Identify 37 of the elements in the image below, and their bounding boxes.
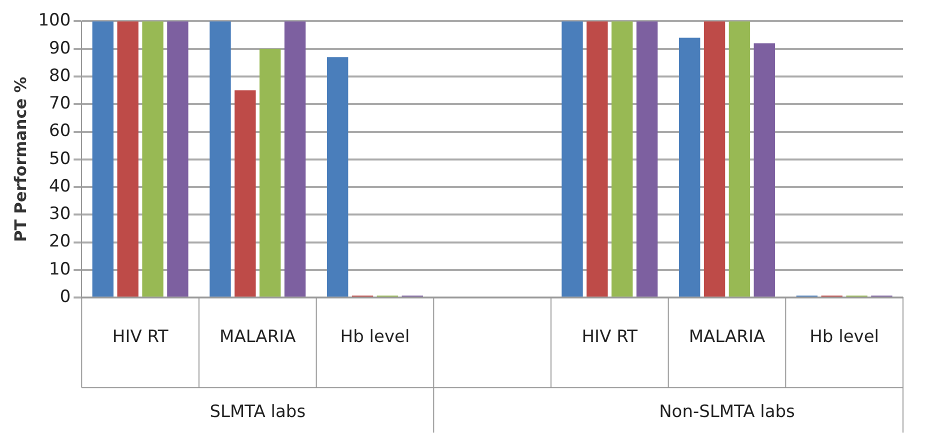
bar — [562, 21, 583, 297]
bar — [586, 21, 608, 297]
x-tick-label: MALARIA — [220, 327, 296, 348]
bar — [754, 43, 775, 297]
bar — [612, 21, 633, 297]
x-tick-label: HIV RT — [112, 327, 169, 348]
x-tick-label: HIV RT — [582, 327, 638, 348]
bar — [284, 21, 306, 297]
bar — [326, 57, 348, 297]
bar — [679, 38, 700, 297]
bar — [728, 21, 750, 297]
x-tick-label: Hb level — [810, 327, 880, 348]
bar — [142, 21, 164, 297]
y-axis-title: PT Performance % — [10, 76, 30, 242]
y-tick-label: 0 — [60, 287, 71, 308]
y-tick-label: 10 — [49, 259, 71, 280]
bar — [234, 90, 256, 297]
y-tick-label: 70 — [49, 94, 71, 114]
bar — [117, 21, 138, 297]
x-tick-label: Hb level — [340, 327, 410, 348]
y-tick-label: 60 — [49, 121, 71, 142]
y-tick-label: 40 — [49, 176, 71, 196]
y-tick-label: 30 — [49, 204, 71, 224]
bar — [167, 21, 188, 297]
text: SLMTA labs — [210, 402, 306, 422]
y-tick-label: 20 — [49, 232, 71, 252]
bar — [704, 21, 726, 297]
text: Non-SLMTA labs — [659, 402, 796, 422]
y-tick-label: 80 — [49, 66, 71, 86]
bar — [92, 21, 114, 297]
bar — [210, 21, 231, 297]
bar — [636, 21, 658, 297]
bar — [260, 48, 281, 297]
y-tick-label: 100 — [38, 10, 71, 31]
y-tick-label: 90 — [49, 38, 71, 58]
x-tick-label: MALARIA — [688, 327, 766, 348]
y-tick-label: 50 — [49, 148, 71, 169]
